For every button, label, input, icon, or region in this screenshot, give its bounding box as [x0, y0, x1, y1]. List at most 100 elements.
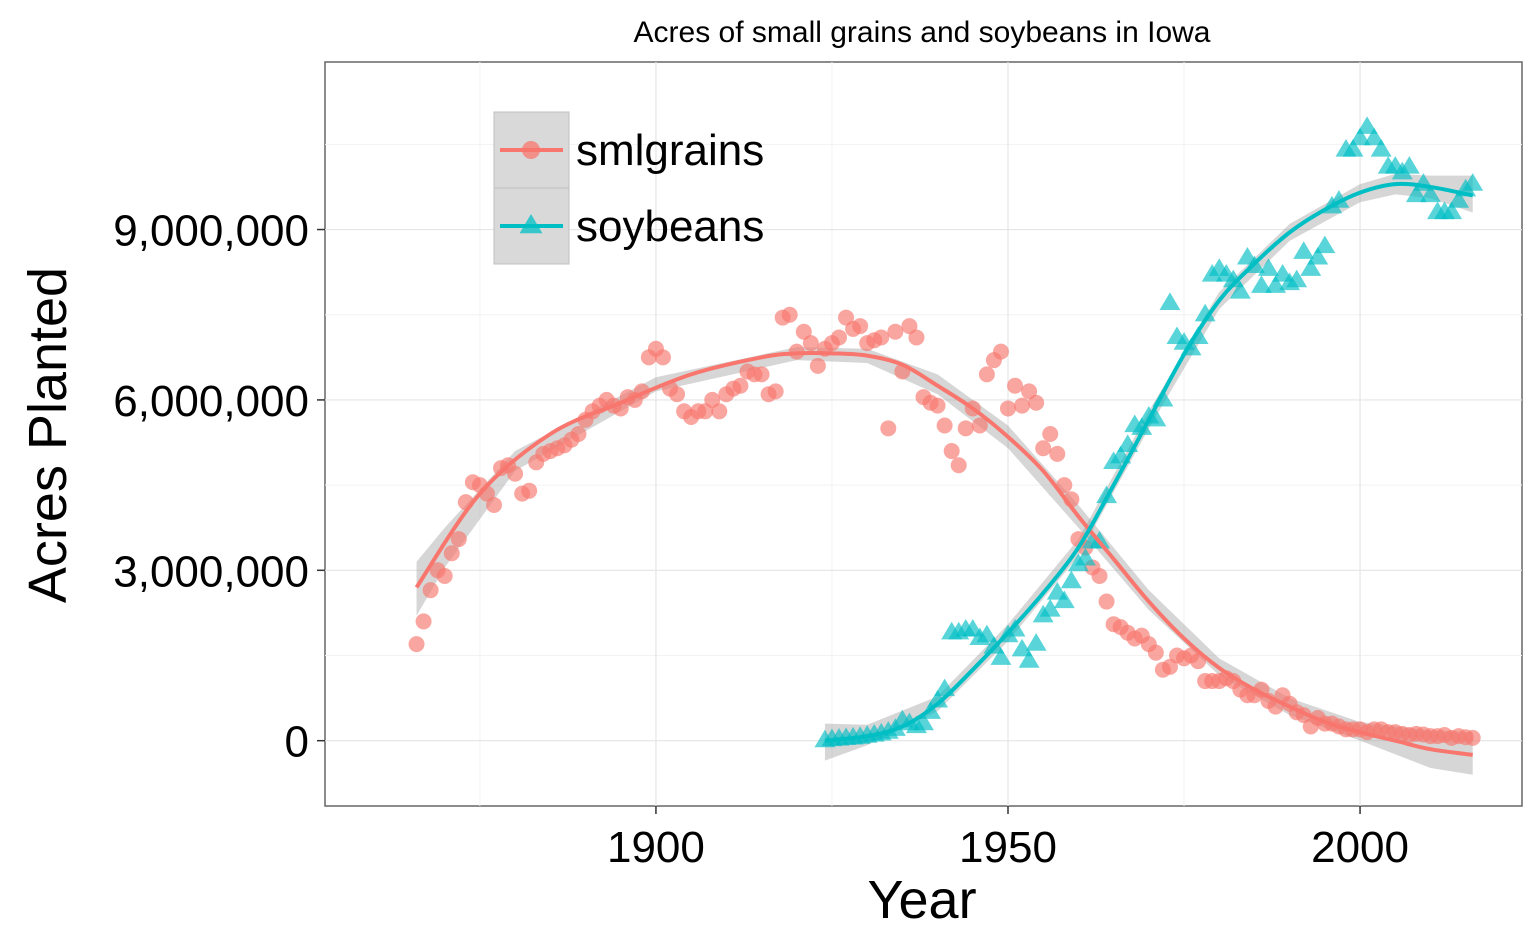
smlgrains-point — [943, 443, 960, 460]
legend-marker-smlgrains — [522, 141, 540, 159]
smlgrains-trend-line — [414, 350, 1473, 757]
smlgrains-point — [711, 403, 728, 420]
legend: smlgrains soybeans — [493, 111, 764, 265]
soybeans-point — [913, 712, 934, 731]
smlgrains-point — [450, 531, 467, 548]
x-tick-label: 1900 — [607, 823, 705, 872]
smlgrains-point — [802, 335, 819, 352]
y-tick-label: 9,000,000 — [113, 207, 309, 256]
soybeans-point — [1194, 303, 1216, 322]
soybeans-point — [983, 635, 1005, 654]
soybeans-point — [976, 624, 998, 643]
soybeans-point — [1039, 599, 1061, 617]
smlgrains-point — [1098, 593, 1115, 610]
smlgrains-point — [1014, 397, 1031, 414]
soybeans-point — [1074, 547, 1096, 566]
soybeans-point — [1025, 633, 1047, 651]
smlgrains-point — [971, 417, 988, 434]
soybeans-point — [1286, 269, 1308, 288]
smlgrains-point — [999, 400, 1016, 417]
legend-label-soybeans: soybeans — [576, 202, 764, 251]
smlgrains-point — [669, 386, 686, 403]
x-axis-ticks: 1900 1950 2000 — [607, 806, 1409, 872]
smlgrains-point — [1147, 644, 1164, 661]
smlgrains-point — [1007, 377, 1024, 394]
y-tick-label: 0 — [285, 718, 309, 767]
smlgrains-point — [521, 482, 538, 499]
soybeans-point — [1251, 275, 1272, 293]
legend-marker-soybeans — [519, 214, 543, 234]
soybeans-point — [1258, 258, 1279, 276]
smlgrains-point — [831, 329, 848, 346]
soybeans-point — [1462, 173, 1484, 191]
smlgrains-point — [1028, 394, 1045, 411]
soybeans-point — [1363, 127, 1385, 146]
y-tick-label: 3,000,000 — [113, 547, 309, 596]
soybeans-point — [1222, 269, 1244, 288]
x-tick-label: 2000 — [1311, 823, 1409, 872]
smlgrains-point — [992, 343, 1009, 360]
soybeans-point — [1349, 127, 1371, 146]
smlgrains-point — [908, 329, 925, 346]
smlgrains-point — [957, 420, 974, 437]
smlgrains-point — [408, 636, 425, 653]
smlgrains-point — [809, 357, 826, 374]
chart-title: Acres of small grains and soybeans in Io… — [634, 16, 1211, 49]
smlgrains-point — [570, 426, 587, 442]
smlgrains-point — [950, 457, 967, 474]
smlgrains-point — [1056, 477, 1073, 494]
soybeans-point — [1053, 590, 1075, 609]
soybeans-point — [990, 647, 1012, 665]
smlgrains-point — [929, 397, 946, 414]
smlgrains-point — [936, 417, 953, 434]
soybeans-point — [1145, 408, 1167, 427]
soybeans-point — [1441, 201, 1463, 220]
soybeans-point — [1011, 638, 1033, 657]
smlgrains-point — [443, 545, 460, 562]
smlgrains-point — [1042, 426, 1059, 442]
soybeans-trend-line — [824, 181, 1474, 743]
legend-label-smlgrains: smlgrains — [576, 126, 764, 175]
x-tick-label: 1950 — [959, 823, 1057, 872]
soybeans-point — [1342, 139, 1364, 157]
smlgrains-point — [978, 366, 995, 383]
smlgrains-point — [873, 329, 890, 346]
smlgrains-point — [422, 582, 439, 599]
smlgrains-point — [415, 613, 432, 630]
smlgrains-point — [485, 496, 502, 513]
soybeans-point — [1356, 116, 1378, 134]
soybeans-point — [927, 689, 949, 708]
smlgrains-point — [781, 306, 798, 323]
soybeans-point — [1314, 235, 1336, 254]
smlgrains-point — [732, 377, 749, 394]
soybeans-point — [1370, 139, 1392, 157]
smlgrains-point — [507, 465, 524, 482]
soybeans-point — [1300, 258, 1322, 276]
smlgrains-point — [436, 567, 453, 584]
soybeans-point — [1159, 292, 1181, 310]
soybeans-point — [1448, 190, 1470, 208]
smlgrains-point — [654, 349, 671, 366]
smlgrains-point — [852, 318, 869, 335]
soybeans-point — [1131, 417, 1153, 435]
soybeans-point — [1018, 650, 1040, 668]
smlgrains-point — [1035, 440, 1052, 457]
soybeans-point — [1307, 246, 1329, 265]
y-tick-label: 6,000,000 — [113, 377, 309, 426]
soybeans-point — [1420, 184, 1441, 203]
soybeans-point — [1293, 241, 1315, 259]
y-axis-title: Acres Planted — [18, 267, 78, 603]
trend-lines — [414, 181, 1474, 757]
soybeans-point — [1060, 570, 1082, 589]
soybeans-point — [1398, 156, 1420, 174]
smlgrains-point — [887, 323, 904, 340]
smlgrains-point — [1049, 445, 1066, 462]
soybeans-point — [1229, 281, 1251, 299]
soybeans-point — [1405, 184, 1427, 203]
x-axis-title: Year — [867, 870, 976, 930]
smlgrains-point — [1091, 567, 1108, 584]
y-axis-ticks: 0 3,000,000 6,000,000 9,000,000 — [113, 207, 325, 767]
smlgrains-point — [753, 366, 770, 383]
smlgrains-point — [1464, 729, 1481, 746]
